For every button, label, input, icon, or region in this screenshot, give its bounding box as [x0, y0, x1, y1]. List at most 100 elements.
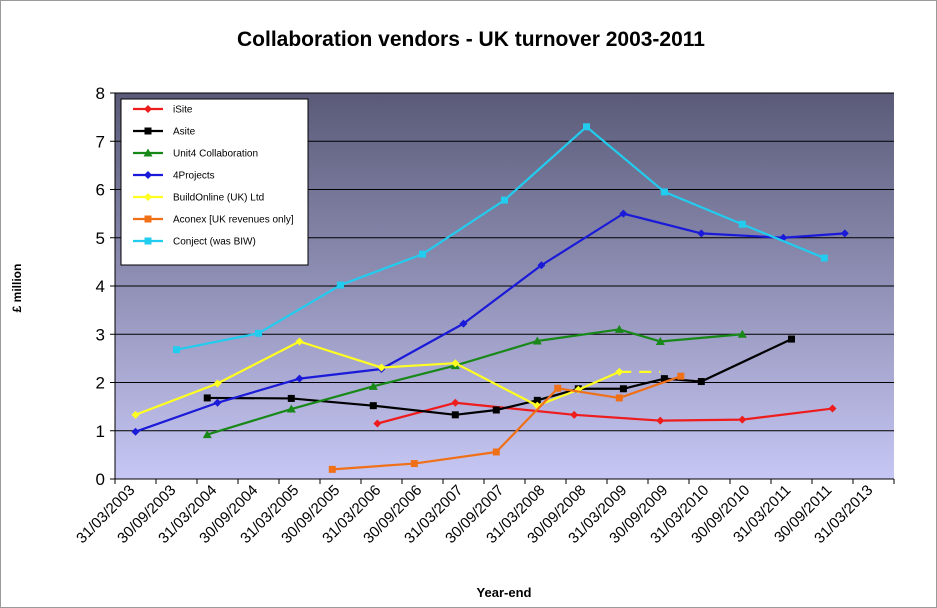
legend-item: iSite [133, 105, 193, 116]
data-point [501, 196, 508, 204]
y-tick-label: 7 [96, 132, 105, 151]
data-point [143, 148, 153, 157]
legend: iSite Asite Unit4 Collaboration 4Projects Bu… [120, 98, 309, 266]
data-point [144, 237, 152, 245]
data-point [144, 171, 152, 179]
series-line [135, 212, 845, 433]
data-point [570, 410, 579, 419]
data-point [738, 415, 747, 424]
data-point [131, 427, 140, 436]
gridlines [115, 92, 894, 432]
data-point [655, 336, 665, 345]
data-point [295, 337, 304, 346]
legend-label: iSite [173, 105, 193, 116]
legend-item: Unit4 Collaboration [133, 148, 258, 160]
legend-item: Aconex [UK revenues only] [133, 215, 294, 226]
data-point [377, 363, 386, 372]
series-line [206, 328, 743, 436]
data-point [213, 398, 222, 407]
y-tick-label: 4 [96, 277, 105, 296]
legend-item: 4Projects [133, 171, 215, 182]
data-point [583, 123, 590, 131]
data-point [451, 359, 460, 368]
data-point [554, 384, 562, 392]
data-point [677, 372, 685, 380]
y-tick-label: 6 [96, 181, 105, 200]
data-point [820, 254, 828, 262]
y-tick-label: 8 [96, 84, 105, 103]
legend-item: Conject (was BIW) [133, 237, 256, 248]
legend-label: Conject (was BIW) [173, 237, 256, 248]
data-point [373, 419, 382, 428]
data-point [697, 229, 706, 238]
data-point [615, 367, 624, 376]
y-axis-label: £ million [10, 264, 24, 313]
data-point [737, 329, 747, 338]
data-point [537, 261, 546, 270]
series-line [377, 401, 833, 425]
data-point [144, 215, 152, 223]
data-point [656, 416, 665, 425]
data-point [255, 329, 262, 337]
x-axis-label: Year-end [477, 585, 532, 600]
legend-label: Aconex [UK revenues only] [173, 215, 294, 226]
data-point [419, 250, 426, 258]
data-point [410, 460, 418, 468]
series-unit4-collaboration [202, 324, 747, 439]
data-point [451, 398, 460, 407]
data-point [203, 394, 211, 402]
data-point [788, 335, 795, 343]
legend-label: BuildOnline (UK) Ltd [173, 193, 264, 204]
data-point [840, 229, 849, 238]
data-point [144, 127, 152, 135]
data-point [532, 336, 542, 345]
data-point [451, 411, 459, 419]
data-point [173, 346, 180, 354]
y-tick-label: 5 [96, 229, 105, 248]
series-buildonline-uk-ltd [131, 337, 661, 419]
data-point [286, 404, 296, 413]
data-point [619, 209, 628, 218]
data-point [213, 379, 222, 388]
legend-label: Asite [173, 127, 196, 138]
data-point [328, 465, 336, 473]
chart-title: Collaboration vendors - UK turnover 2003… [237, 28, 705, 51]
data-point [697, 378, 705, 386]
series-line [332, 375, 682, 471]
data-point [287, 394, 295, 402]
legend-label: 4Projects [173, 171, 215, 182]
data-point [144, 105, 152, 113]
data-point [738, 220, 746, 228]
data-point [131, 410, 140, 419]
data-point [337, 281, 344, 289]
data-point [459, 319, 468, 328]
legend-label: Unit4 Collaboration [173, 149, 258, 160]
data-point [368, 381, 378, 390]
data-point [144, 193, 152, 201]
data-point [660, 375, 668, 383]
y-tick-label: 1 [96, 422, 105, 441]
data-point [660, 188, 668, 196]
series-isite [373, 398, 837, 428]
data-point [619, 385, 627, 393]
legend-item: BuildOnline (UK) Ltd [133, 193, 264, 204]
data-point [492, 406, 500, 414]
data-point [828, 404, 837, 413]
series-group [131, 123, 849, 473]
data-point [492, 448, 500, 456]
series-conject-was-biw [173, 123, 828, 354]
series-line [135, 340, 620, 416]
data-point [533, 396, 541, 404]
y-tick-label: 3 [96, 325, 105, 344]
data-point [369, 402, 377, 410]
y-tick-label: 2 [96, 374, 105, 393]
series-aconex-uk-revenues-only [328, 372, 685, 473]
data-point [202, 430, 212, 439]
legend-item: Asite [133, 127, 196, 138]
data-point [295, 374, 304, 383]
y-tick-label: 0 [96, 470, 105, 489]
data-point [614, 324, 624, 333]
data-point [615, 394, 623, 402]
